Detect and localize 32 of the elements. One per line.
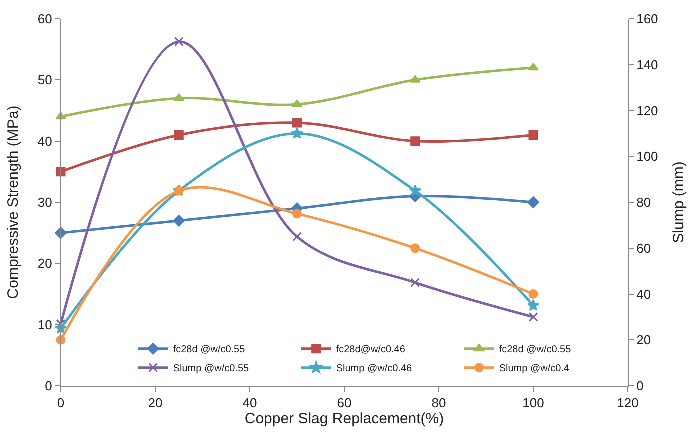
y2-tick-label: 60 [636,240,652,256]
legend-label: fc28d @w/c0.55 [173,344,246,356]
y-tick-label: 0 [45,378,52,394]
x-tick-label: 0 [57,396,65,411]
y2-tick-label: 160 [636,12,658,27]
y2-tick-label: 80 [636,195,652,210]
y-tick-label: 40 [38,134,52,149]
x-tick-label: 120 [617,396,639,411]
y2-tick-label: 40 [636,286,652,302]
x-tick-label: 20 [148,396,163,411]
x-axis-title: Copper Slag Replacement(%) [244,410,444,428]
legend-label: Slump @w/c0.46 [336,364,413,375]
legend-label: fc28d@w/c0.46 [336,344,406,356]
legend-label: Slump @w/c0.55 [173,364,250,375]
legend-label: Slump @w/c0.4 [499,364,570,375]
y2-tick-label: 20 [636,332,652,348]
y-tick-label: 60 [38,12,52,27]
y2-tick-label: 140 [636,57,658,72]
y2-tick-label: 120 [636,103,658,118]
x-tick-label: 40 [242,396,258,411]
y2-axis-title: Slump (mm) [670,162,688,244]
y2-tick-label: 0 [636,378,644,394]
y2-tick-label: 100 [636,149,658,164]
y-axis-title: Compressive Strength (MPa) [5,106,22,300]
x-tick-label: 80 [432,396,446,411]
x-tick-label: 100 [522,396,544,411]
legend-label: fc28d @w/c0.55 [499,344,572,356]
y-tick-label: 20 [38,256,52,272]
y-tick-label: 10 [38,317,52,332]
x-tick-label: 60 [337,396,352,411]
y-tick-label: 50 [38,72,52,88]
y-tick-label: 30 [38,195,52,210]
